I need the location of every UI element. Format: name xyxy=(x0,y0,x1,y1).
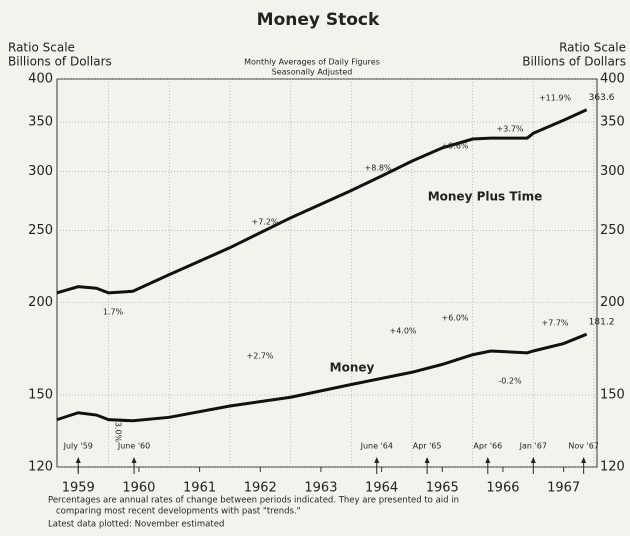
date-marker-label: July '59 xyxy=(63,442,93,451)
x-tick-label: 1962 xyxy=(244,481,277,496)
trend-annotation: +2.7% xyxy=(246,352,273,361)
footnote: Latest data plotted: November estimated xyxy=(48,520,224,530)
subtitle: Seasonally Adjusted xyxy=(272,68,353,77)
date-marker-label: Apr '66 xyxy=(473,442,502,451)
y2-tick-label: 400 xyxy=(600,72,625,87)
y-tick-label: 150 xyxy=(28,388,53,403)
trend-annotation: +11.9% xyxy=(539,94,572,103)
date-marker-head xyxy=(581,457,587,463)
y-tick-label: 250 xyxy=(28,223,53,238)
x-tick-label: 1959 xyxy=(62,481,95,496)
trend-annotation: +3.7% xyxy=(496,125,523,134)
date-marker-label: Jan '67 xyxy=(519,442,547,451)
trend-annotation: -0.2% xyxy=(498,377,522,386)
trend-annotation: +9.6% xyxy=(441,142,468,151)
y-tick-label: 200 xyxy=(28,295,53,310)
series-label: Money Plus Time xyxy=(428,190,543,204)
x-tick-label: 1961 xyxy=(183,481,216,496)
footnote: Percentages are annual rates of change b… xyxy=(48,496,459,506)
trend-annotation: +7.7% xyxy=(541,319,568,328)
x-tick-label: 1967 xyxy=(547,481,580,496)
x-tick-label: 1960 xyxy=(122,481,155,496)
y-tick-label: 120 xyxy=(28,460,53,475)
date-marker-head xyxy=(424,457,430,463)
chart-title: Money Stock xyxy=(257,10,380,30)
end-value-label: 363.6 xyxy=(589,93,615,103)
subtitle: Monthly Averages of Daily Figures xyxy=(244,58,380,67)
y2-tick-label: 150 xyxy=(600,388,625,403)
trend-annotation: 1.7% xyxy=(103,308,124,317)
series-label: Money xyxy=(330,361,375,375)
y-tick-label: 300 xyxy=(28,164,53,179)
date-marker-label: June '60 xyxy=(117,442,150,451)
trend-annotation: +4.0% xyxy=(389,327,416,336)
x-tick-label: 1963 xyxy=(304,481,337,496)
date-marker-head xyxy=(75,457,81,463)
y-tick-label: 400 xyxy=(28,72,53,87)
end-value-label: 181.2 xyxy=(589,318,615,328)
y2-tick-label: 300 xyxy=(600,164,625,179)
y-axis-label: Billions of Dollars xyxy=(8,55,112,69)
y2-tick-label: 200 xyxy=(600,295,625,310)
trend-annotation: +7.2% xyxy=(251,218,278,227)
series-line xyxy=(56,108,588,295)
y2-tick-label: 120 xyxy=(600,460,625,475)
footnote: comparing most recent developments with … xyxy=(56,507,301,517)
trend-annotation: 3.0% xyxy=(114,422,123,443)
y2-axis-label: Billions of Dollars xyxy=(522,55,626,69)
y-axis-label: Ratio Scale xyxy=(8,41,75,55)
date-marker-head xyxy=(530,457,536,463)
x-tick-label: 1966 xyxy=(486,481,519,496)
y2-tick-label: 250 xyxy=(600,223,625,238)
y2-axis-label: Ratio Scale xyxy=(559,41,626,55)
date-marker-label: Apr '65 xyxy=(413,442,442,451)
date-marker-label: June '64 xyxy=(360,442,393,451)
y2-tick-label: 350 xyxy=(600,115,625,130)
series-line xyxy=(56,332,588,423)
trend-annotation: +6.0% xyxy=(441,314,468,323)
date-marker-head xyxy=(131,457,137,463)
x-tick-label: 1964 xyxy=(365,481,398,496)
x-tick-label: 1965 xyxy=(426,481,459,496)
date-marker-label: Nov '67 xyxy=(568,442,599,451)
date-marker-head xyxy=(374,457,380,463)
trend-annotation: +8.8% xyxy=(364,164,391,173)
date-marker-head xyxy=(485,457,491,463)
y-tick-label: 350 xyxy=(28,115,53,130)
